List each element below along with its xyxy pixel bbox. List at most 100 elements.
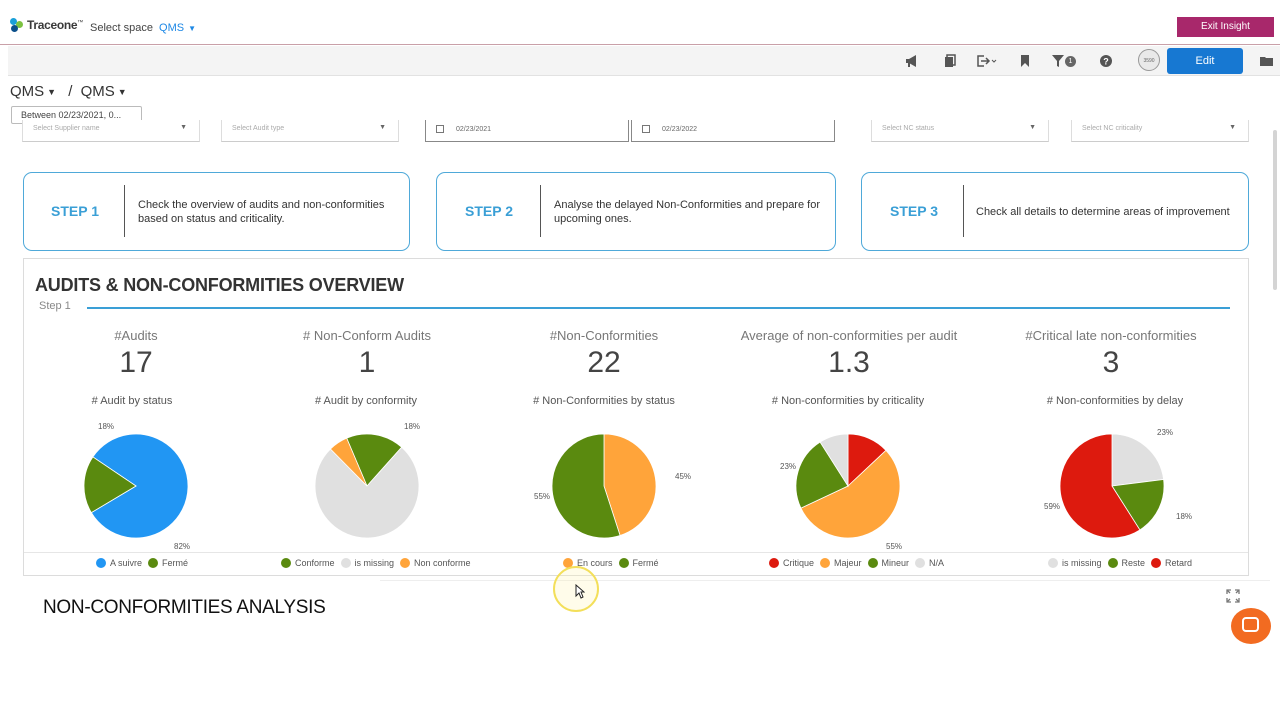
traceone-logo[interactable]: Traceone ™ xyxy=(10,18,83,32)
pie-percent-label: 55% xyxy=(534,492,550,501)
bookmark-icon[interactable] xyxy=(1018,54,1032,68)
kpi-label: #Audits xyxy=(114,328,158,343)
legend-dot xyxy=(96,558,106,568)
pie-percent-label: 55% xyxy=(886,542,902,551)
step-divider xyxy=(124,185,125,237)
edit-button[interactable]: Edit xyxy=(1167,48,1243,74)
chat-button[interactable] xyxy=(1231,608,1271,644)
legend-item[interactable]: N/A xyxy=(929,558,945,568)
legend-item[interactable]: Fermé xyxy=(162,558,189,568)
legend-item[interactable]: Conforme xyxy=(295,558,335,568)
megaphone-icon[interactable] xyxy=(905,54,919,68)
expand-icon[interactable] xyxy=(1226,589,1240,603)
section-heading: NON-CONFORMITIES ANALYSIS xyxy=(43,597,326,618)
legend-item[interactable]: Critique xyxy=(783,558,815,568)
kpi-non-conform-audits: # Non-Conform Audits 1 xyxy=(247,328,487,380)
legend-dot xyxy=(820,558,831,568)
kpi-value: 1.3 xyxy=(828,346,870,379)
divider xyxy=(380,580,1270,581)
step-3-label: STEP 3 xyxy=(890,203,938,219)
pie-percent-label: 18% xyxy=(98,422,114,431)
pie-slice-non-conforme[interactable] xyxy=(329,437,368,487)
help-icon[interactable]: ? xyxy=(1099,54,1113,68)
folder-icon[interactable] xyxy=(1259,54,1275,68)
legend-dot xyxy=(867,558,878,568)
pie-slice-majeur[interactable] xyxy=(800,449,901,539)
nc-status-filter-placeholder: Select NC status xyxy=(882,125,935,132)
legend-item[interactable]: Retard xyxy=(1165,558,1193,568)
pie-percent-label: 18% xyxy=(1176,512,1192,521)
chart-title: # Non-conformities by delay xyxy=(1046,395,1184,407)
pie-slice-is-missing[interactable] xyxy=(1111,433,1165,487)
kpi-value: 17 xyxy=(119,346,153,379)
breadcrumb: QMS ▼ / QMS ▼ xyxy=(10,83,131,100)
pie-slice-retard[interactable] xyxy=(1059,433,1141,539)
copy-icon[interactable] xyxy=(943,54,957,68)
legend-dot xyxy=(148,558,159,568)
scrollbar[interactable] xyxy=(1273,130,1277,290)
pie-slice-reste[interactable] xyxy=(1111,479,1165,531)
chart-legend: Critique Majeur Mineur N/A xyxy=(763,558,944,568)
export-icon[interactable] xyxy=(976,54,998,68)
chevron-down-icon[interactable]: ▼ xyxy=(117,87,127,98)
step-1-text: Check the overview of audits and non-con… xyxy=(138,198,385,225)
nc-criticality-filter[interactable]: Select NC criticality ▼ xyxy=(1071,120,1249,142)
pie-slice-mineur[interactable] xyxy=(795,441,849,509)
legend-item[interactable]: En cours xyxy=(577,558,613,568)
start-date-value: 02/23/2021 xyxy=(456,125,492,133)
legend-item[interactable]: Mineur xyxy=(881,558,910,568)
step-1-card: STEP 1 Check the overview of audits and … xyxy=(23,172,410,251)
chart-title: # Audit by conformity xyxy=(314,395,418,407)
space-value: QMS xyxy=(159,22,185,34)
chevron-down-icon: ▼ xyxy=(1229,124,1236,131)
pie-percent-label: 23% xyxy=(1157,428,1173,437)
logo-text: Traceone xyxy=(27,18,78,32)
step-2-label: STEP 2 xyxy=(465,203,513,219)
pie-slice-conforme[interactable] xyxy=(346,433,403,487)
exit-insight-button[interactable]: Exit Insight xyxy=(1177,17,1274,37)
chevron-down-icon[interactable]: ▼ xyxy=(47,87,57,98)
legend-item[interactable]: Fermé xyxy=(632,558,659,568)
trademark-mark: ™ xyxy=(77,20,83,26)
step-2-card: STEP 2 Analyse the delayed Non-Conformit… xyxy=(436,172,836,251)
breadcrumb-item[interactable]: QMS xyxy=(80,83,115,100)
kpi-value: 3 xyxy=(1102,346,1120,379)
legend-dot xyxy=(1107,558,1118,568)
chart-title: # Audit by status xyxy=(91,395,173,407)
legend-item[interactable]: Non conforme xyxy=(414,558,471,568)
top-bar: Traceone ™ Select space QMS ▼ Exit Insigh… xyxy=(0,0,1280,45)
pie-slice-n-a[interactable] xyxy=(819,433,849,488)
filter-icon[interactable] xyxy=(1051,54,1065,68)
breadcrumb-item[interactable]: QMS xyxy=(10,83,45,100)
pie-slice-a-suivre[interactable] xyxy=(90,433,189,539)
kpi-label: #Critical late non-conformities xyxy=(1025,328,1197,343)
kpi-label: Average of non-conformities per audit xyxy=(740,328,958,343)
audit-type-filter[interactable]: Select Audit type ▼ xyxy=(221,120,399,142)
end-date-field[interactable]: 02/23/2022 xyxy=(631,120,835,142)
kpi-audits: #Audits 17 xyxy=(16,328,256,380)
legend-item[interactable]: A suivre xyxy=(110,558,143,568)
legend-item[interactable]: is missing xyxy=(354,558,395,568)
legend-item[interactable]: is missing xyxy=(1062,558,1102,568)
pie-slice-ferm-[interactable] xyxy=(551,433,621,539)
legend-item[interactable]: Reste xyxy=(1121,558,1146,568)
pie-slice-ferm-[interactable] xyxy=(83,456,137,514)
kpi-non-conformities: #Non-Conformities 22 xyxy=(484,328,724,380)
start-date-field[interactable]: 02/23/2021 xyxy=(425,120,629,142)
legend-dot xyxy=(340,558,351,568)
kpi-critical-late-nc: #Critical late non-conformities 3 xyxy=(991,328,1231,380)
filter-count-badge: 1 xyxy=(1065,56,1076,67)
history-icon[interactable]: 3590 xyxy=(1138,49,1160,71)
nc-status-filter[interactable]: Select NC status ▼ xyxy=(871,120,1049,142)
chart-legend: Conforme is missing Non conforme xyxy=(275,558,471,568)
pie-slice-en-cours[interactable] xyxy=(603,433,657,536)
legend-dot xyxy=(281,558,291,568)
space-selector[interactable]: Select space QMS ▼ xyxy=(90,22,196,34)
kpi-label: # Non-Conform Audits xyxy=(303,328,431,343)
chevron-down-icon: ▼ xyxy=(379,124,386,131)
pie-slice-is-missing[interactable] xyxy=(314,446,420,539)
legend-dot xyxy=(769,558,779,568)
chart-title: # Non-conformities by criticality xyxy=(771,395,925,407)
supplier-filter[interactable]: Select Supplier name ▼ xyxy=(22,120,200,142)
legend-item[interactable]: Majeur xyxy=(834,558,862,568)
